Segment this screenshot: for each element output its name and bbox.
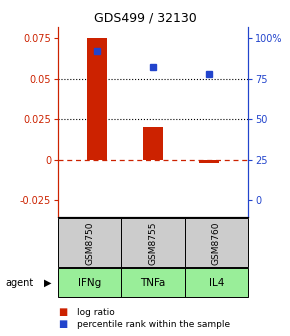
Text: GSM8755: GSM8755: [148, 221, 157, 264]
Text: IL4: IL4: [209, 278, 224, 288]
Bar: [58, 268, 121, 297]
Text: percentile rank within the sample: percentile rank within the sample: [77, 320, 230, 329]
Text: log ratio: log ratio: [77, 308, 115, 317]
Bar: [58, 218, 121, 267]
Text: GSM8750: GSM8750: [85, 221, 94, 264]
Text: IFNg: IFNg: [78, 278, 101, 288]
Text: agent: agent: [6, 278, 34, 288]
Bar: [185, 218, 248, 267]
Bar: [121, 268, 185, 297]
Text: ■: ■: [58, 307, 67, 318]
Bar: [199, 160, 219, 163]
Bar: [121, 218, 185, 267]
Text: ■: ■: [58, 319, 67, 329]
Bar: [87, 38, 107, 160]
Text: ▶: ▶: [44, 278, 52, 288]
Text: GSM8760: GSM8760: [212, 221, 221, 264]
Text: GDS499 / 32130: GDS499 / 32130: [94, 12, 196, 25]
Text: TNFa: TNFa: [140, 278, 166, 288]
Bar: [143, 127, 163, 160]
Bar: [185, 268, 248, 297]
